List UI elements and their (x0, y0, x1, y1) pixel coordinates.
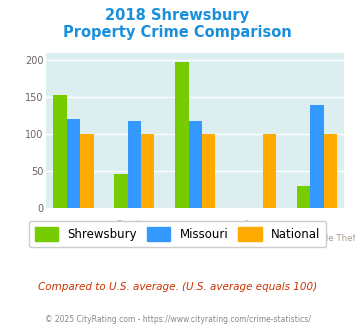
Bar (202, 134, 215, 208)
Text: Arson: Arson (244, 220, 268, 229)
Text: Compared to U.S. average. (U.S. average equals 100): Compared to U.S. average. (U.S. average … (38, 282, 317, 292)
Text: Property Crime Comparison: Property Crime Comparison (63, 25, 292, 40)
Bar (263, 134, 276, 208)
Text: Burglary: Burglary (116, 220, 153, 229)
Bar (80, 134, 94, 208)
Bar (175, 62, 189, 208)
Text: Larceny & Theft: Larceny & Theft (161, 234, 230, 243)
Bar (54, 95, 67, 208)
Text: Motor Vehicle Theft: Motor Vehicle Theft (275, 234, 355, 243)
Legend: Shrewsbury, Missouri, National: Shrewsbury, Missouri, National (29, 221, 326, 247)
Bar (310, 105, 324, 208)
Bar (114, 174, 128, 208)
Text: © 2025 CityRating.com - https://www.cityrating.com/crime-statistics/: © 2025 CityRating.com - https://www.city… (45, 315, 310, 324)
Bar (67, 119, 80, 208)
Bar (297, 186, 310, 208)
Text: All Property Crime: All Property Crime (34, 234, 113, 243)
Bar (141, 134, 154, 208)
Bar (128, 121, 141, 208)
Bar (189, 121, 202, 208)
Text: 2018 Shrewsbury: 2018 Shrewsbury (105, 8, 250, 23)
Bar (324, 134, 337, 208)
